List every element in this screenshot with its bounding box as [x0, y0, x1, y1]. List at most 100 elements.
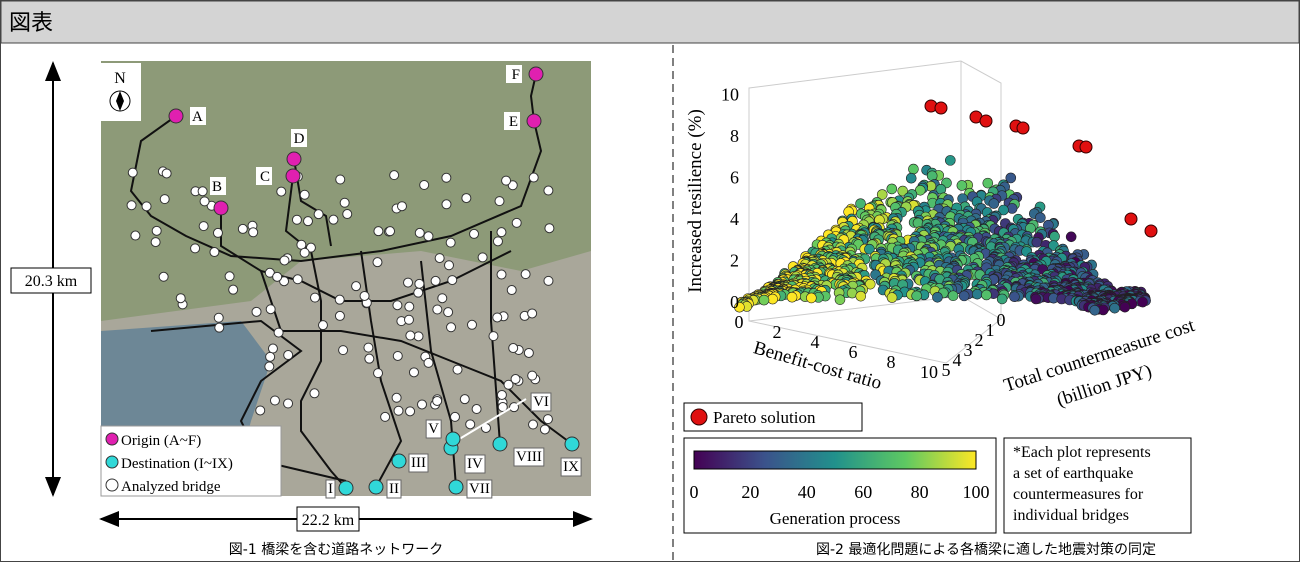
bridge [467, 320, 476, 329]
scatter-point [959, 291, 969, 301]
bridge [160, 195, 169, 204]
bridge [210, 248, 219, 257]
destination-node [369, 480, 383, 494]
bridge [493, 313, 502, 322]
bridge [300, 248, 309, 257]
bridge [127, 201, 136, 210]
bridge [198, 187, 207, 196]
z-tick-label: 2 [975, 330, 984, 350]
scatter-point [948, 291, 958, 301]
note-line: individual bridges [1013, 507, 1129, 524]
scatter-point [1009, 292, 1019, 302]
bridge [335, 311, 344, 320]
bridge [390, 171, 399, 180]
colorbar-tick-label: 80 [911, 482, 929, 502]
bridge [528, 309, 537, 318]
bridge [252, 307, 261, 316]
bridge [521, 270, 530, 279]
pareto-label: Pareto solution [713, 408, 816, 427]
destination-node [392, 454, 406, 468]
bridge [466, 420, 475, 429]
bridge [433, 396, 442, 405]
scatter-point [1032, 237, 1042, 247]
scatter-point [1007, 203, 1017, 213]
scatter-point [983, 178, 993, 188]
origin-node [529, 67, 543, 81]
origin-node [169, 109, 183, 123]
bridge [191, 244, 200, 253]
bridge [152, 226, 161, 235]
bridge [386, 227, 395, 236]
bridge [335, 295, 344, 304]
bridge [447, 323, 456, 332]
scatter-point [932, 292, 942, 302]
header-bar [1, 1, 1299, 43]
bridge [504, 380, 513, 389]
bridge [397, 202, 406, 211]
legend-label: Analyzed bridge [121, 479, 221, 495]
bridge [415, 279, 424, 288]
pareto-point [1080, 141, 1092, 153]
x-tick-label: 8 [887, 352, 896, 372]
bridge [392, 393, 401, 402]
scatter-point [1110, 303, 1120, 313]
bridge [162, 169, 171, 178]
bridge [462, 194, 471, 203]
bridge [502, 176, 511, 185]
destination-label: IV [467, 456, 483, 472]
bridge [270, 396, 279, 405]
bridge [310, 389, 319, 398]
bridge [406, 407, 415, 416]
bridge [435, 254, 444, 263]
colorbar-tick-label: 60 [854, 482, 872, 502]
bridge [142, 202, 151, 211]
bridge [352, 282, 361, 291]
bridge [489, 332, 498, 341]
bridge [404, 278, 413, 287]
destination-label: VI [533, 394, 549, 410]
z-tick-label: 5 [942, 360, 951, 380]
bridge [292, 215, 301, 224]
legend-origin [106, 433, 118, 445]
bridge [405, 302, 414, 311]
bridge [495, 197, 504, 206]
bridge [404, 315, 413, 324]
bridge [225, 272, 234, 281]
bridge [470, 229, 479, 238]
scatter-point [1120, 302, 1130, 312]
bridge [528, 371, 537, 380]
bridge [424, 232, 433, 241]
colorbar-tick-label: 20 [741, 482, 759, 502]
note-line: countermeasures for [1013, 486, 1144, 503]
bridge [374, 227, 383, 236]
bridge [493, 237, 502, 246]
compass-label: N [114, 70, 126, 87]
bridge [545, 224, 554, 233]
header-title: 図表 [9, 11, 53, 36]
z-tick-label: 3 [964, 340, 973, 360]
bridge [445, 261, 454, 270]
colorbar [694, 451, 976, 469]
bridge [374, 369, 383, 378]
scatter-point [908, 164, 918, 174]
bridge [507, 286, 516, 295]
bridge [199, 222, 208, 231]
x-tick-label: 6 [849, 342, 858, 362]
destination-label: III [411, 455, 426, 471]
bridge [274, 328, 283, 337]
bridge [215, 323, 224, 332]
origin-label: F [512, 67, 520, 83]
bridge [472, 405, 481, 414]
bridge [277, 187, 286, 196]
figure-panel: 図表 20.3 km 22.2 km N Origin (A~F) Destin… [1, 1, 1299, 561]
origin-label: E [509, 114, 518, 130]
colorbar-tick-label: 40 [798, 482, 816, 502]
bridge [293, 275, 302, 284]
scatter-point [906, 173, 916, 183]
bridge [540, 425, 549, 434]
note-line: a set of earthquake [1013, 465, 1133, 482]
bridge [151, 238, 160, 247]
pareto-marker [691, 409, 707, 425]
x-tick-label: 0 [735, 312, 744, 332]
bridge [450, 412, 459, 421]
